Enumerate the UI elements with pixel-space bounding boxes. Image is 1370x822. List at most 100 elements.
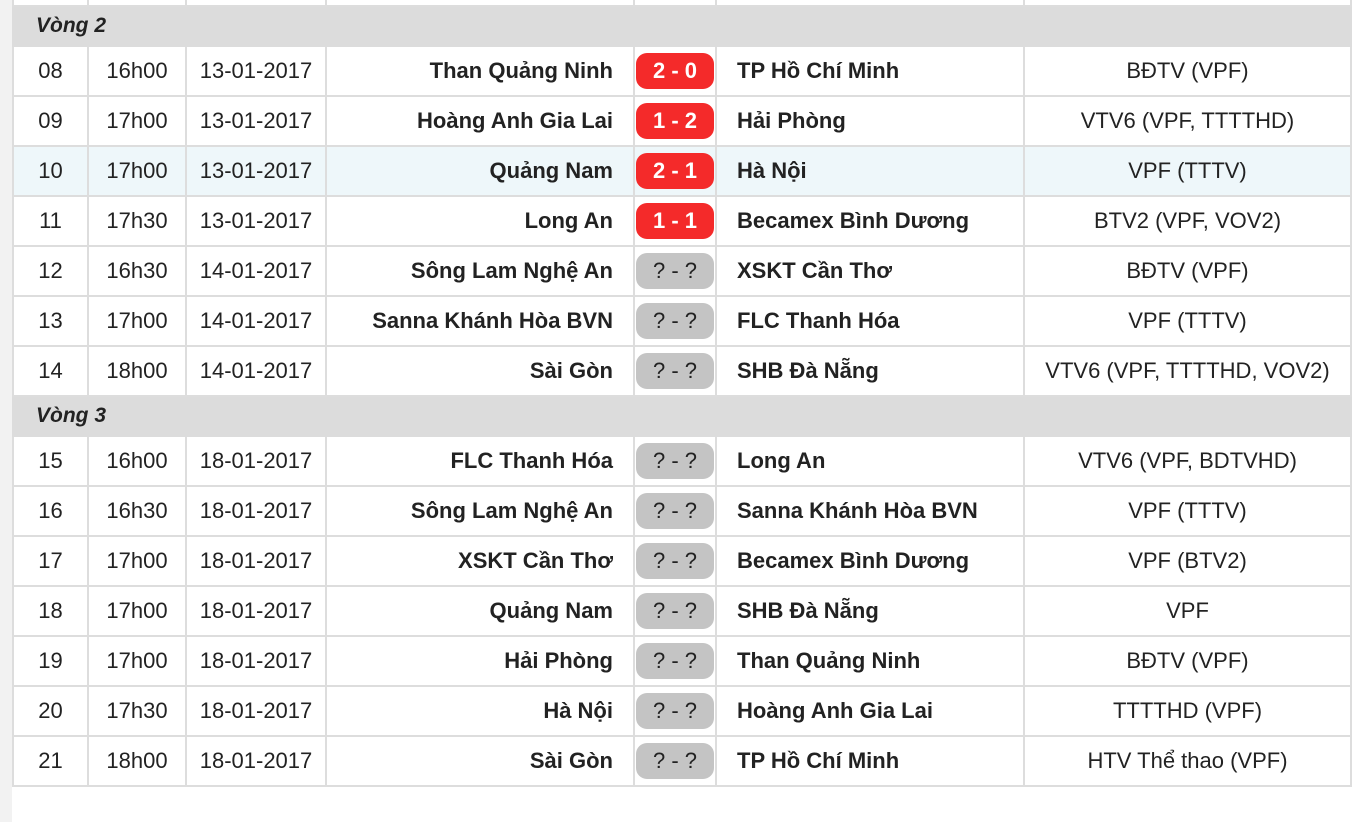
away-team[interactable]: SHB Đà Nẵng <box>715 345 1025 397</box>
round-label: Vòng 3 <box>12 395 1352 437</box>
home-team[interactable]: Hải Phòng <box>325 635 635 687</box>
away-team[interactable]: FLC Thanh Hóa <box>715 295 1025 347</box>
away-team[interactable]: Sanna Khánh Hòa BVN <box>715 485 1025 537</box>
match-number: 08 <box>12 45 89 97</box>
away-team[interactable]: TP Hồ Chí Minh <box>715 735 1025 787</box>
match-date: 14-01-2017 <box>185 345 327 397</box>
match-time: 17h00 <box>87 635 187 687</box>
score-cell: ? - ? <box>633 435 717 487</box>
match-date: 18-01-2017 <box>185 535 327 587</box>
score-badge[interactable]: ? - ? <box>636 253 714 289</box>
match-date: 18-01-2017 <box>185 585 327 637</box>
match-time: 17h00 <box>87 145 187 197</box>
home-team[interactable]: FLC Thanh Hóa <box>325 435 635 487</box>
score-badge[interactable]: ? - ? <box>636 353 714 389</box>
away-team[interactable]: Hoàng Anh Gia Lai <box>715 685 1025 737</box>
score-cell: ? - ? <box>633 585 717 637</box>
score-badge[interactable]: ? - ? <box>636 543 714 579</box>
match-row[interactable]: 12 16h30 14-01-2017 Sông Lam Nghệ An? - ? XS… <box>12 245 1352 297</box>
match-row[interactable]: 14 18h00 14-01-2017 Sài Gòn? - ? SHB Đà Nẵng… <box>12 345 1352 397</box>
away-team[interactable]: SHB Đà Nẵng <box>715 585 1025 637</box>
score-cell: ? - ? <box>633 295 717 347</box>
score-cell: 2 - 1 <box>633 145 717 197</box>
score-cell: ? - ? <box>633 735 717 787</box>
match-time: 17h30 <box>87 685 187 737</box>
match-number: 13 <box>12 295 89 347</box>
match-date: 14-01-2017 <box>185 245 327 297</box>
score-badge[interactable]: ? - ? <box>636 303 714 339</box>
match-row[interactable]: 20 17h30 18-01-2017 Hà Nội? - ? Hoàng Anh Gi… <box>12 685 1352 737</box>
score-badge[interactable]: ? - ? <box>636 693 714 729</box>
match-time: 16h30 <box>87 245 187 297</box>
match-row[interactable]: 11 17h30 13-01-2017 Long An 1 - 1 Becamex Bìn… <box>12 195 1352 247</box>
tv-channel: BĐTV (VPF) <box>1023 245 1352 297</box>
home-team[interactable]: XSKT Cần Thơ <box>325 535 635 587</box>
score-badge[interactable]: 2 - 1 <box>636 153 714 189</box>
home-team[interactable]: Quảng Nam <box>325 585 635 637</box>
match-date: 18-01-2017 <box>185 735 327 787</box>
away-team[interactable]: Becamex Bình Dương <box>715 195 1025 247</box>
score-badge[interactable]: 1 - 1 <box>636 203 714 239</box>
match-row[interactable]: 10 17h00 13-01-2017 Quảng Nam 2 - 1 Hà Nội VPF… <box>12 145 1352 197</box>
tv-channel: TTTTHD (VPF) <box>1023 685 1352 737</box>
match-number: 21 <box>12 735 89 787</box>
home-team[interactable]: Sài Gòn <box>325 345 635 397</box>
away-team[interactable]: Than Quảng Ninh <box>715 635 1025 687</box>
score-cell: 2 - 0 <box>633 45 717 97</box>
score-badge[interactable]: ? - ? <box>636 593 714 629</box>
home-team[interactable]: Quảng Nam <box>325 145 635 197</box>
away-team[interactable]: Hải Phòng <box>715 95 1025 147</box>
score-badge[interactable]: ? - ? <box>636 443 714 479</box>
home-team[interactable]: Long An <box>325 195 635 247</box>
away-team[interactable]: Hà Nội <box>715 145 1025 197</box>
match-row[interactable]: 15 16h00 18-01-2017 FLC Thanh Hóa? - ? Long … <box>12 435 1352 487</box>
away-team[interactable]: XSKT Cần Thơ <box>715 245 1025 297</box>
match-row[interactable]: 17 17h00 18-01-2017 XSKT Cần Thơ? - ? Became… <box>12 535 1352 587</box>
home-team[interactable]: Hà Nội <box>325 685 635 737</box>
match-row[interactable]: 19 17h00 18-01-2017 Hải Phòng? - ? Than Quản… <box>12 635 1352 687</box>
score-cell: ? - ? <box>633 635 717 687</box>
home-team[interactable]: Hoàng Anh Gia Lai <box>325 95 635 147</box>
match-row[interactable]: 18 17h00 18-01-2017 Quảng Nam? - ? SHB Đà Nẵ… <box>12 585 1352 637</box>
away-team[interactable]: Becamex Bình Dương <box>715 535 1025 587</box>
match-date: 13-01-2017 <box>185 195 327 247</box>
home-team[interactable]: Sông Lam Nghệ An <box>325 245 635 297</box>
tv-channel: VPF (TTTV) <box>1023 295 1352 347</box>
match-date: 13-01-2017 <box>185 45 327 97</box>
match-number: 19 <box>12 635 89 687</box>
match-row[interactable]: 16 16h30 18-01-2017 Sông Lam Nghệ An? - ? Sa… <box>12 485 1352 537</box>
match-date: 18-01-2017 <box>185 685 327 737</box>
match-time: 17h00 <box>87 95 187 147</box>
score-badge[interactable]: ? - ? <box>636 643 714 679</box>
tv-channel: VPF (TTTV) <box>1023 485 1352 537</box>
tv-channel: VPF (TTTV) <box>1023 145 1352 197</box>
round-label: Vòng 2 <box>12 5 1352 47</box>
score-cell: ? - ? <box>633 535 717 587</box>
home-team[interactable]: Sông Lam Nghệ An <box>325 485 635 537</box>
score-cell: ? - ? <box>633 685 717 737</box>
match-row[interactable]: 08 16h00 13-01-2017 Than Quảng Ninh 2 - 0 TP … <box>12 45 1352 97</box>
match-number: 16 <box>12 485 89 537</box>
score-badge[interactable]: 2 - 0 <box>636 53 714 89</box>
score-badge[interactable]: ? - ? <box>636 493 714 529</box>
tv-channel: HTV Thể thao (VPF) <box>1023 735 1352 787</box>
previous-row-partial <box>12 0 1352 7</box>
score-cell: ? - ? <box>633 485 717 537</box>
tv-channel: VPF (BTV2) <box>1023 535 1352 587</box>
home-team[interactable]: Sanna Khánh Hòa BVN <box>325 295 635 347</box>
round-header: Vòng 2 <box>12 5 1352 47</box>
score-badge[interactable]: 1 - 2 <box>636 103 714 139</box>
tv-channel: VTV6 (VPF, BDTVHD) <box>1023 435 1352 487</box>
away-team[interactable]: Long An <box>715 435 1025 487</box>
home-team[interactable]: Than Quảng Ninh <box>325 45 635 97</box>
home-team[interactable]: Sài Gòn <box>325 735 635 787</box>
match-time: 18h00 <box>87 345 187 397</box>
tv-channel: BĐTV (VPF) <box>1023 635 1352 687</box>
score-badge[interactable]: ? - ? <box>636 743 714 779</box>
match-row[interactable]: 21 18h00 18-01-2017 Sài Gòn? - ? TP Hồ Chí M… <box>12 735 1352 787</box>
match-number: 10 <box>12 145 89 197</box>
match-row[interactable]: 13 17h00 14-01-2017 Sanna Khánh Hòa BVN? - … <box>12 295 1352 347</box>
away-team[interactable]: TP Hồ Chí Minh <box>715 45 1025 97</box>
match-time: 16h30 <box>87 485 187 537</box>
